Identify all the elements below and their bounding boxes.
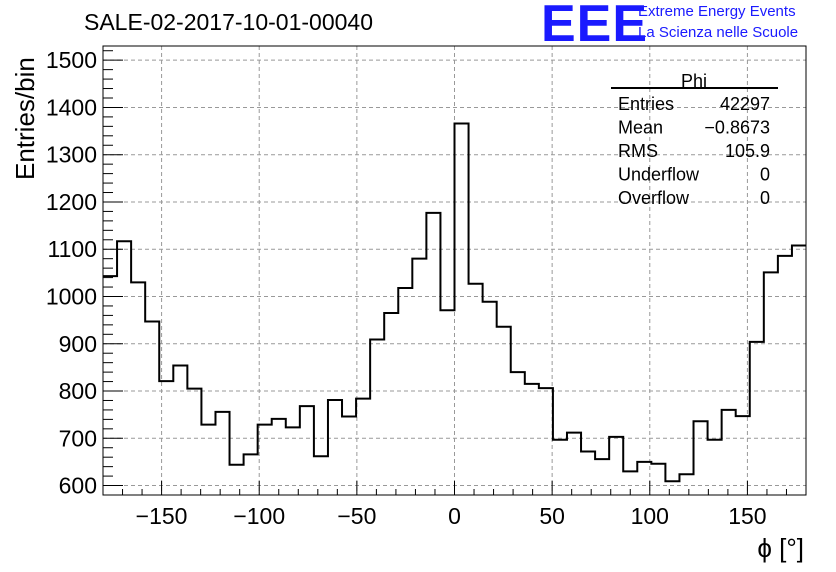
axis-tick-labels: −150 −100 −50 0 50 100 150 600 700 800 900 1000 1100… [46, 47, 767, 529]
histogram-bin [201, 425, 215, 495]
histogram-bin [778, 256, 792, 495]
stats-row-value: 0 [760, 188, 770, 208]
logo-caption-line1: Extreme Energy Events [638, 3, 796, 20]
histogram-bin [651, 464, 665, 495]
stats-row-value: 105.9 [725, 141, 770, 161]
histogram-bin [342, 417, 356, 495]
histogram-bin [286, 427, 300, 495]
y-tick-label: 1300 [46, 142, 97, 168]
axis-ticks [102, 50, 807, 495]
y-tick-label: 1000 [46, 283, 97, 309]
y-tick-label: 1400 [46, 94, 97, 120]
stats-box: Phi Entries 42297 Mean −0.8673 RMS 105.9 Under… [611, 71, 778, 208]
histogram-bin [525, 384, 539, 495]
histogram-bin [187, 389, 201, 495]
histogram-bin [258, 425, 272, 495]
x-tick-label: −150 [136, 503, 188, 529]
histogram-bin [230, 465, 244, 495]
histogram-bin [497, 327, 511, 495]
histogram-bin [694, 421, 708, 495]
stats-row-label: Entries [618, 94, 674, 114]
stats-row-value: 0 [760, 165, 770, 185]
histogram-bin [131, 282, 145, 495]
y-tick-label: 600 [59, 473, 97, 499]
y-tick-label: 900 [59, 331, 97, 357]
stats-row-label: Overflow [618, 188, 690, 208]
y-axis-label: Entries/bin [10, 57, 40, 180]
stats-rows: Entries 42297 Mean −0.8673 RMS 105.9 Underflow… [618, 94, 770, 208]
histogram-bin [145, 322, 159, 495]
histogram-bin [440, 310, 454, 495]
stats-row-label: RMS [618, 141, 658, 161]
stats-row-value: 42297 [720, 94, 770, 114]
x-axis-label: ϕ [°] [757, 533, 804, 563]
histogram-bin [103, 276, 117, 495]
x-tick-label: 50 [539, 503, 565, 529]
histogram-bin [370, 340, 384, 495]
stats-row-label: Mean [618, 118, 663, 138]
histogram-bin [117, 241, 131, 495]
histogram-bin [469, 284, 483, 495]
eee-logo: EEE [541, 0, 649, 53]
histogram-bin [750, 342, 764, 495]
histogram-bin [539, 388, 553, 495]
y-tick-label: 1200 [46, 189, 97, 215]
x-tick-label: 100 [631, 503, 669, 529]
histogram-bin [455, 124, 469, 495]
histogram-bin [426, 213, 440, 495]
histogram-bin [328, 400, 342, 495]
histogram-bin [215, 412, 229, 495]
histogram-bin [384, 313, 398, 495]
x-tick-label: 0 [448, 503, 461, 529]
x-tick-label: −50 [337, 503, 376, 529]
x-tick-label: −100 [233, 503, 285, 529]
stats-box-title: Phi [681, 71, 707, 91]
histogram-bin [581, 452, 595, 495]
histogram-bin [665, 481, 679, 495]
logo-caption-line2: La Scienza nelle Scuole [638, 24, 799, 41]
histogram-bin [483, 302, 497, 495]
histogram-bin [722, 410, 736, 495]
stats-row-label: Underflow [618, 165, 700, 185]
histogram-bin [708, 440, 722, 495]
histogram-bin [244, 454, 258, 495]
histogram-bin [553, 440, 567, 495]
run-title: SALE-02-2017-10-01-00040 [84, 9, 373, 35]
histogram-bin [300, 406, 314, 495]
y-tick-label: 1500 [46, 47, 97, 73]
histogram-step-line [103, 122, 806, 483]
histogram-bin [173, 365, 187, 495]
histogram-bin [595, 459, 609, 495]
x-tick-label: 150 [728, 503, 766, 529]
histogram-bin [314, 456, 328, 495]
histogram-bin [679, 474, 693, 495]
histogram-bin [792, 245, 806, 495]
histogram-bin [637, 462, 651, 495]
y-tick-label: 700 [59, 425, 97, 451]
y-tick-label: 800 [59, 378, 97, 404]
y-tick-label: 1100 [48, 236, 97, 262]
histogram-bin [764, 272, 778, 495]
histogram-bin [272, 419, 286, 495]
histogram-bin [356, 399, 370, 495]
histogram-bin [412, 259, 426, 495]
histogram-bin [609, 437, 623, 495]
stats-row-value: −0.8673 [704, 118, 770, 138]
